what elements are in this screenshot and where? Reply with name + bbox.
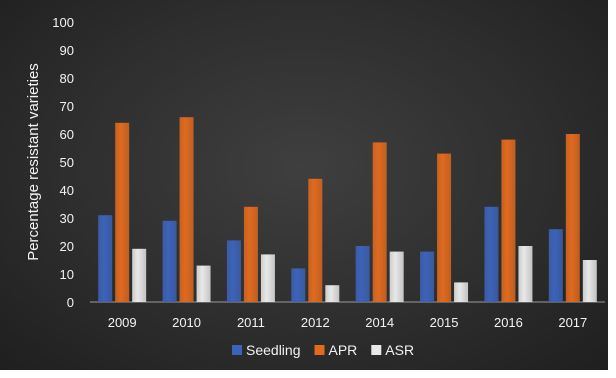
bar-apr-2016 — [501, 139, 516, 302]
bar-apr-2012 — [308, 178, 323, 302]
x-tick-label: 2010 — [172, 315, 201, 330]
bar-asr-2015 — [454, 282, 469, 302]
bar-asr-2016 — [518, 246, 533, 302]
bar-asr-2017 — [582, 260, 597, 302]
bar-asr-2010 — [196, 265, 211, 302]
x-tick-label: 2016 — [494, 315, 523, 330]
legend-swatch — [371, 345, 382, 355]
y-tick-label: 30 — [60, 211, 74, 226]
legend: Seedling APR ASR — [232, 342, 414, 358]
x-tick-label: 2009 — [108, 315, 137, 330]
bar-apr-2017 — [565, 134, 580, 302]
x-axis-ticks: 2009 2010 2011 2012 2014 2015 2016 2017 — [108, 315, 588, 330]
bar-apr-2009 — [115, 122, 130, 302]
y-tick-label: 20 — [60, 239, 74, 254]
bar-seedling-2015 — [420, 251, 435, 302]
legend-item-apr: APR — [314, 342, 358, 358]
x-tick-label: 2011 — [237, 315, 265, 330]
bar-asr-2009 — [132, 248, 147, 302]
legend-swatch — [314, 345, 325, 355]
bar-seedling-2009 — [98, 215, 113, 302]
x-tick-label: 2017 — [558, 315, 587, 330]
x-tick-label: 2015 — [430, 315, 459, 330]
bar-apr-2015 — [437, 153, 452, 302]
y-tick-label: 100 — [52, 15, 74, 30]
y-tick-label: 80 — [60, 71, 74, 86]
legend-swatch — [232, 345, 242, 355]
bar-seedling-2017 — [548, 229, 563, 302]
bar-asr-2012 — [325, 285, 340, 302]
bar-seedling-2016 — [484, 206, 499, 302]
bar-asr-2014 — [389, 251, 404, 302]
legend-label: ASR — [385, 342, 414, 358]
legend-item-asr: ASR — [371, 342, 414, 358]
y-tick-label: 70 — [60, 99, 74, 114]
x-tick-label: 2012 — [301, 315, 330, 330]
bar-seedling-2014 — [355, 246, 370, 302]
y-tick-label: 0 — [67, 295, 74, 310]
bar-seedling-2012 — [291, 268, 306, 302]
bar-asr-2011 — [260, 254, 275, 302]
x-tick-label: 2014 — [365, 315, 394, 330]
y-tick-label: 60 — [60, 127, 74, 142]
y-axis-ticks: 0 10 20 30 40 50 60 70 80 90 100 — [52, 15, 74, 310]
bars-group — [98, 117, 597, 302]
bar-seedling-2011 — [226, 240, 241, 302]
y-tick-label: 90 — [60, 43, 74, 58]
y-axis-title: Percentage resistant varieties — [25, 63, 42, 261]
legend-label: Seedling — [246, 342, 301, 358]
legend-item-seedling: Seedling — [232, 342, 301, 358]
bar-apr-2010 — [179, 117, 194, 302]
legend-label: APR — [329, 342, 358, 358]
y-tick-label: 40 — [60, 183, 74, 198]
y-tick-label: 10 — [60, 267, 74, 282]
bar-seedling-2010 — [162, 220, 177, 302]
bar-apr-2011 — [243, 206, 258, 302]
y-tick-label: 50 — [60, 155, 74, 170]
bar-apr-2014 — [372, 142, 387, 302]
